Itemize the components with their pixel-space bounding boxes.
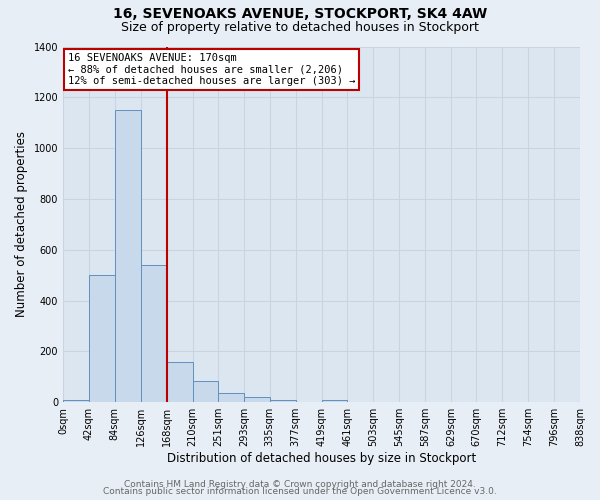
Bar [322, 400, 347, 402]
Text: 16 SEVENOAKS AVENUE: 170sqm
← 88% of detached houses are smaller (2,206)
12% of : 16 SEVENOAKS AVENUE: 170sqm ← 88% of det… [68, 53, 355, 86]
Bar [218, 394, 244, 402]
Bar [115, 110, 141, 402]
Bar [63, 400, 89, 402]
Bar [244, 397, 270, 402]
Y-axis label: Number of detached properties: Number of detached properties [15, 132, 28, 318]
Text: Size of property relative to detached houses in Stockport: Size of property relative to detached ho… [121, 21, 479, 34]
Bar [141, 265, 167, 402]
Text: Contains public sector information licensed under the Open Government Licence v3: Contains public sector information licen… [103, 488, 497, 496]
Bar [167, 362, 193, 402]
Bar [89, 275, 115, 402]
Bar [193, 380, 218, 402]
Text: Contains HM Land Registry data © Crown copyright and database right 2024.: Contains HM Land Registry data © Crown c… [124, 480, 476, 489]
Bar [270, 400, 296, 402]
X-axis label: Distribution of detached houses by size in Stockport: Distribution of detached houses by size … [167, 452, 476, 465]
Text: 16, SEVENOAKS AVENUE, STOCKPORT, SK4 4AW: 16, SEVENOAKS AVENUE, STOCKPORT, SK4 4AW [113, 8, 487, 22]
